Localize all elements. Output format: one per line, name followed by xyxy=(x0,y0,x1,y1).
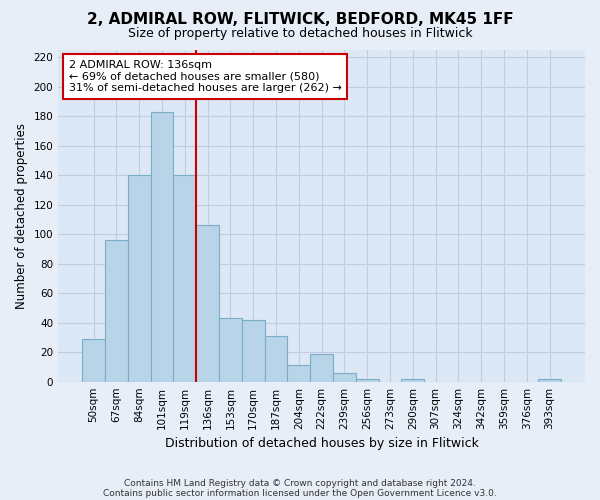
Bar xyxy=(173,176,196,382)
Bar xyxy=(401,378,424,382)
Bar xyxy=(356,378,379,382)
Bar xyxy=(82,339,105,382)
Y-axis label: Number of detached properties: Number of detached properties xyxy=(15,123,28,309)
Text: Contains HM Land Registry data © Crown copyright and database right 2024.: Contains HM Land Registry data © Crown c… xyxy=(124,478,476,488)
Bar xyxy=(538,378,561,382)
Bar xyxy=(219,318,242,382)
X-axis label: Distribution of detached houses by size in Flitwick: Distribution of detached houses by size … xyxy=(164,437,479,450)
Bar xyxy=(196,226,219,382)
Bar xyxy=(265,336,287,382)
Bar xyxy=(333,373,356,382)
Text: Size of property relative to detached houses in Flitwick: Size of property relative to detached ho… xyxy=(128,28,472,40)
Bar xyxy=(242,320,265,382)
Bar xyxy=(287,366,310,382)
Bar xyxy=(310,354,333,382)
Text: 2 ADMIRAL ROW: 136sqm
← 69% of detached houses are smaller (580)
31% of semi-det: 2 ADMIRAL ROW: 136sqm ← 69% of detached … xyxy=(69,60,341,93)
Bar xyxy=(151,112,173,382)
Text: 2, ADMIRAL ROW, FLITWICK, BEDFORD, MK45 1FF: 2, ADMIRAL ROW, FLITWICK, BEDFORD, MK45 … xyxy=(86,12,514,28)
Text: Contains public sector information licensed under the Open Government Licence v3: Contains public sector information licen… xyxy=(103,488,497,498)
Bar xyxy=(128,176,151,382)
Bar xyxy=(105,240,128,382)
